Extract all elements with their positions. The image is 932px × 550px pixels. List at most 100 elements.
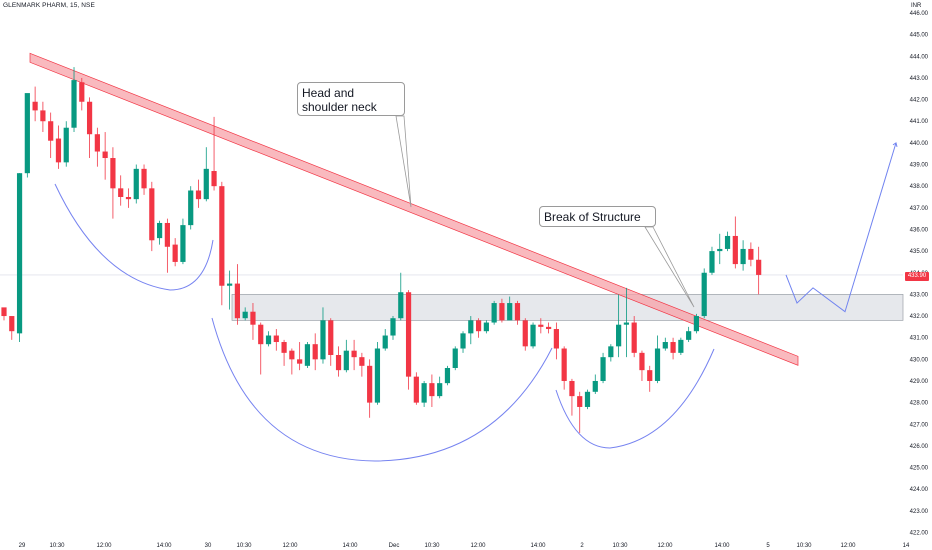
y-tick-label: 433.00 [910, 292, 929, 298]
candle-body [538, 324, 544, 327]
y-tick-label: 429.00 [910, 379, 929, 385]
candle [16, 173, 23, 343]
candle-body [258, 324, 264, 345]
symbol-name: GLENMARK PHARM [3, 2, 67, 9]
candle [265, 331, 272, 347]
candle-body [219, 186, 225, 286]
x-tick-label: 10:30 [236, 543, 252, 549]
candle [203, 147, 209, 202]
y-tick-label: 437.00 [910, 206, 929, 212]
candle-body [724, 235, 731, 249]
candle-body [709, 251, 715, 273]
candle [514, 300, 521, 325]
candle [429, 374, 435, 407]
candle-body [561, 348, 567, 381]
candle-body [499, 303, 505, 321]
neckline-callout[interactable]: Head and shoulder neck [297, 82, 405, 116]
candle [172, 238, 178, 267]
x-tick-label: 12:00 [840, 543, 856, 549]
candle-body [522, 320, 528, 347]
candle [475, 318, 482, 338]
candle-body [421, 383, 427, 403]
y-tick-label: 442.00 [910, 98, 929, 104]
projection-line [785, 142, 897, 313]
candle-body [359, 357, 365, 366]
candle [600, 352, 606, 384]
candle-body [242, 311, 248, 319]
y-tick-label: 424.00 [910, 487, 929, 493]
bos-callout[interactable]: Break of Structure [539, 206, 656, 227]
candle [118, 175, 124, 206]
candle-body [118, 188, 124, 197]
candle-body [670, 342, 676, 353]
candle [234, 264, 240, 325]
y-tick-label: 431.00 [910, 336, 929, 342]
candle [258, 322, 264, 375]
symbol-title: GLENMARK PHARM, 15, NSE [3, 2, 95, 9]
candle-body [304, 344, 311, 366]
candle [79, 77, 85, 111]
candle [444, 365, 451, 386]
x-tick-label: 14:00 [342, 543, 358, 549]
candle [164, 218, 170, 273]
candles [1, 67, 762, 433]
candle [623, 287, 629, 358]
candle-body [141, 168, 147, 189]
candle-body [732, 235, 738, 265]
candle [717, 233, 723, 265]
x-tick-label: 14:00 [530, 543, 546, 549]
candle [304, 342, 311, 368]
candle-body [639, 352, 645, 371]
candle [320, 307, 326, 364]
x-tick-label: 12:00 [282, 543, 298, 549]
candle [639, 350, 645, 381]
candle [662, 337, 668, 351]
candle [382, 329, 388, 351]
candle [335, 346, 342, 377]
x-tick-label: 5 [766, 543, 770, 549]
y-tick-label: 432.00 [910, 314, 929, 320]
candle-body [577, 396, 583, 407]
candle [686, 326, 692, 343]
candle [546, 322, 552, 334]
zone-rect [231, 294, 904, 321]
candle [616, 294, 622, 358]
head-arc [211, 317, 553, 462]
y-tick-label: 427.00 [910, 422, 929, 428]
candle-body [55, 138, 62, 163]
candle [584, 389, 591, 410]
y-tick-label: 435.00 [910, 249, 929, 255]
candle-body [79, 82, 85, 102]
x-tick-label: 2 [580, 543, 584, 549]
x-tick-label: 14:00 [714, 543, 730, 549]
candle-body [40, 110, 46, 122]
last-price-tag: 433.90 [905, 272, 929, 281]
candle [740, 240, 746, 271]
candle-body [623, 322, 629, 325]
candle [468, 316, 474, 345]
candle-body [569, 380, 575, 397]
candle-body [172, 244, 178, 262]
x-tick-label: Dec [389, 543, 400, 549]
y-tick-label: 441.00 [910, 119, 929, 125]
candle [219, 181, 225, 306]
candle-body [374, 348, 381, 403]
candle [359, 352, 365, 377]
y-tick-label: 423.00 [910, 509, 929, 515]
candle-body [335, 355, 342, 371]
candle [211, 116, 217, 191]
candle-body [227, 283, 233, 286]
candle-body [367, 365, 373, 403]
candle [149, 181, 155, 252]
candle [499, 298, 505, 323]
left-shoulder-arc [54, 183, 214, 291]
candle-body [250, 311, 256, 325]
demand-zone [231, 294, 904, 321]
candle-body [475, 320, 482, 332]
candle [102, 132, 108, 180]
candle-body [398, 292, 404, 319]
y-tick-label: 422.00 [910, 531, 929, 537]
candle [1, 307, 7, 321]
candle [732, 216, 738, 269]
